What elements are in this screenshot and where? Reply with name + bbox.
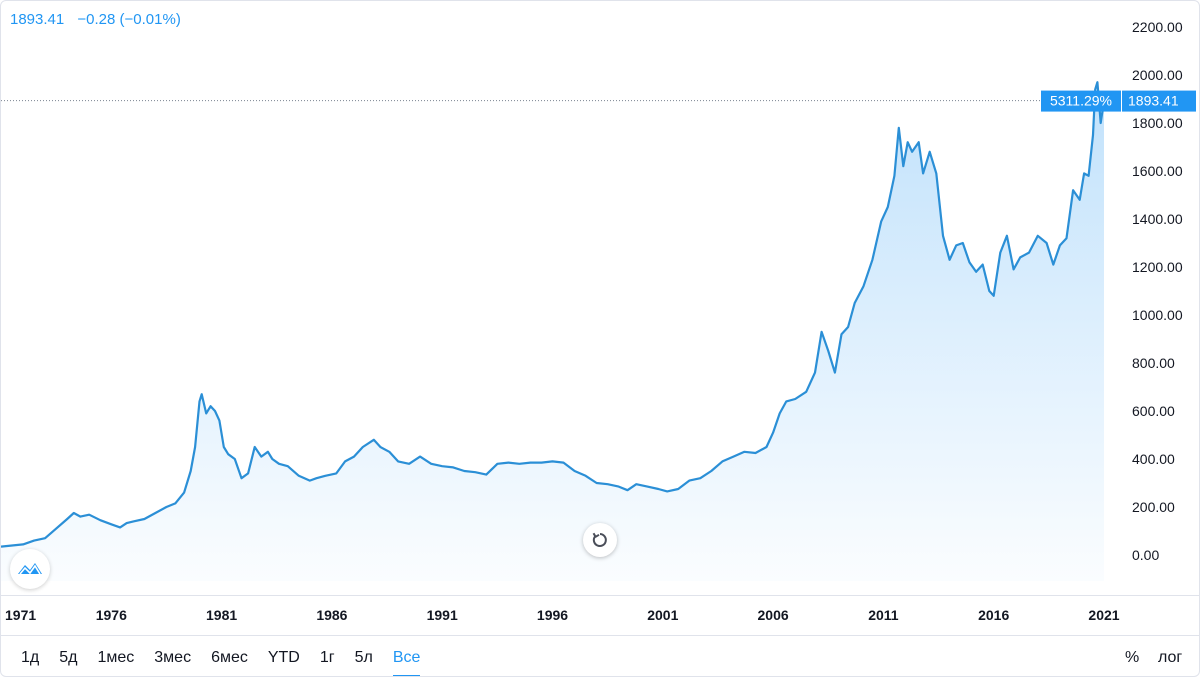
x-tick-label: 2016	[978, 607, 1009, 623]
period-button[interactable]: 3мес	[154, 649, 192, 666]
x-axis-divider	[1, 595, 1199, 596]
period-button[interactable]: Все	[383, 645, 431, 676]
last-price-badge	[1122, 90, 1196, 112]
period-button[interactable]: 1г	[319, 649, 335, 666]
y-tick-label: 400.00	[1132, 451, 1175, 467]
x-tick-label: 2011	[868, 607, 899, 623]
log-scale-button[interactable]: лог	[1158, 649, 1183, 666]
period-selector: 1д 5д 1мес 3мес 6мес YTD 1г 5л Все	[11, 645, 431, 676]
period-button[interactable]: 5д	[59, 649, 78, 666]
y-tick-label: 800.00	[1132, 355, 1175, 371]
reset-rotate-icon	[592, 532, 607, 547]
x-tick-label: 1991	[427, 607, 458, 623]
period-button[interactable]: 6мес	[211, 649, 248, 666]
period-button[interactable]: 5л	[354, 649, 373, 666]
x-tick-label: 1981	[206, 607, 237, 623]
y-tick-label: 200.00	[1132, 499, 1175, 515]
y-tick-label: 1600.00	[1132, 163, 1183, 179]
last-price: 1893.41	[10, 11, 65, 28]
y-tick-label: 2200.00	[1132, 19, 1183, 35]
x-tick-label: 2001	[647, 607, 678, 623]
series-area	[1, 82, 1104, 581]
price-change: −0.28 (−0.01%)	[77, 11, 181, 28]
x-tick-label: 2006	[758, 607, 789, 623]
price-header: 1893.41 −0.28 (−0.01%)	[10, 11, 190, 28]
y-tick-label: 1200.00	[1132, 259, 1183, 275]
bottom-toolbar: 1д 5д 1мес 3мес 6мес YTD 1г 5л Все % лог	[1, 635, 1199, 676]
percent-scale-button[interactable]: %	[1125, 649, 1140, 666]
reset-chart-button[interactable]	[583, 523, 617, 557]
x-tick-label: 2021	[1088, 607, 1119, 623]
y-tick-label: 1400.00	[1132, 211, 1183, 227]
y-tick-label: 600.00	[1132, 403, 1175, 419]
y-tick-label: 1800.00	[1132, 115, 1183, 131]
last-price-label: 1893.41	[1128, 93, 1179, 109]
percent-change-badge	[1041, 90, 1121, 112]
period-button[interactable]: 1д	[21, 649, 40, 666]
x-tick-label: 1996	[537, 607, 568, 623]
period-button[interactable]: 1мес	[97, 649, 135, 666]
percent-change-label: 5311.29%	[1050, 93, 1112, 109]
x-tick-label: 1976	[96, 607, 127, 623]
y-tick-label: 0.00	[1132, 547, 1159, 563]
x-tick-label: 1986	[316, 607, 347, 623]
tradingview-logo-icon[interactable]	[10, 549, 50, 589]
series-line	[1, 81, 1106, 548]
period-button[interactable]: YTD	[267, 649, 300, 666]
x-tick-label: 1971	[5, 607, 36, 623]
y-tick-label: 2000.00	[1132, 67, 1183, 83]
y-tick-label: 1000.00	[1132, 307, 1183, 323]
